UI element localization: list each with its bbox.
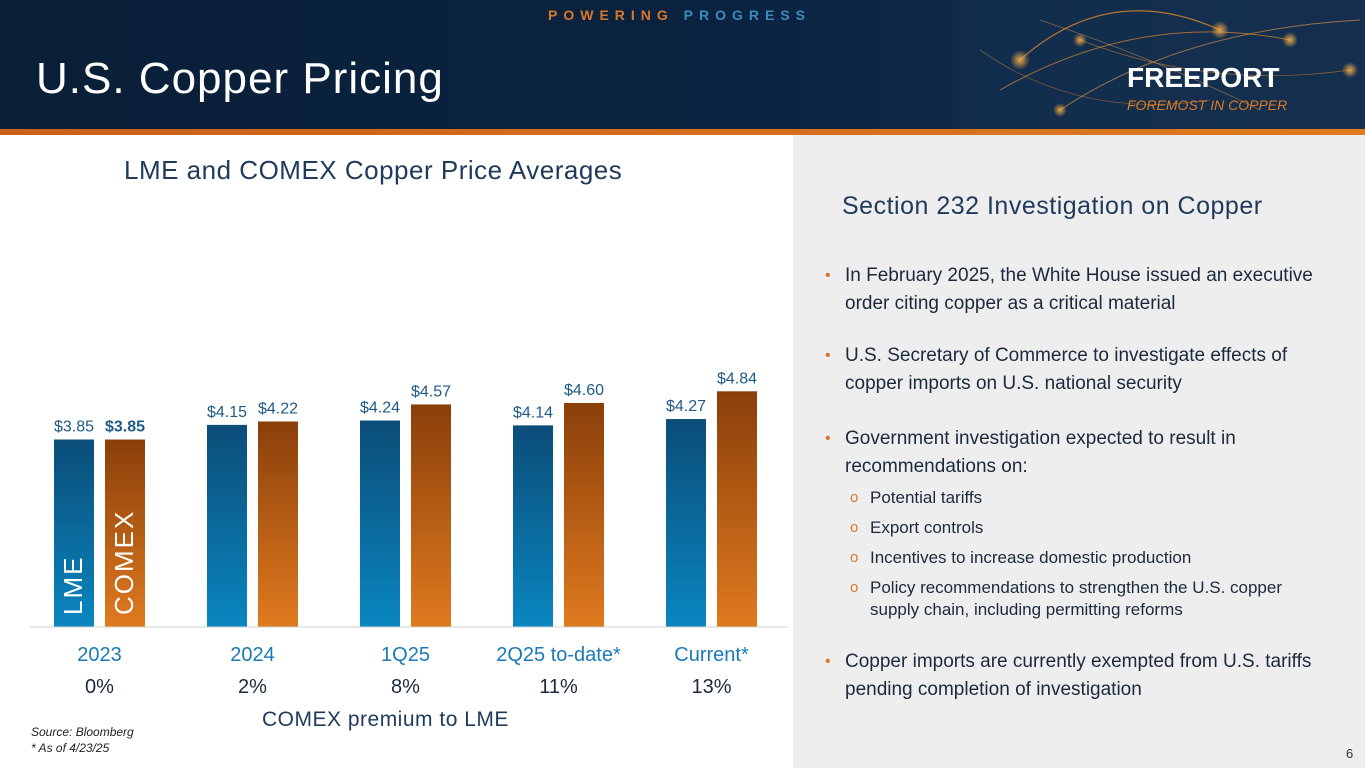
lme-bar-Current*: [666, 419, 706, 627]
lme-bar-2024: [207, 424, 247, 627]
sub-bullet-text: Incentives to increase domestic producti…: [870, 548, 1192, 567]
comex-value-label: $4.60: [564, 382, 604, 399]
comex-series-label: COMEX: [109, 510, 139, 615]
bullet-text: Government investigation expected to res…: [845, 428, 1236, 477]
lme-value-label: $4.27: [666, 398, 706, 415]
bullet-item: • U.S. Secretary of Commerce to investig…: [825, 342, 1345, 398]
info-panel: [793, 135, 1365, 768]
comex-value-label: $4.57: [411, 383, 451, 400]
premium-label: 11%: [539, 676, 578, 698]
footnote-line: * As of 4/23/25: [31, 741, 110, 755]
sub-bullet-item: o Export controls: [850, 517, 1320, 539]
premium-label: 2%: [238, 676, 267, 698]
page-title: U.S. Copper Pricing: [36, 54, 444, 103]
comex-value-label: $4.22: [258, 400, 298, 417]
lme-value-label: $4.15: [207, 404, 247, 421]
tagline-part2: PROGRESS: [683, 7, 812, 23]
category-label: 1Q25: [381, 644, 430, 666]
bullet-item: • Government investigation expected to r…: [825, 425, 1345, 481]
comex-bar-2Q25 to-date*: [564, 402, 604, 627]
lme-series-label: LME: [58, 556, 88, 615]
tagline-part1: POWERING: [548, 7, 674, 23]
category-label: 2Q25 to-date*: [496, 644, 621, 666]
sub-bullet-text: Export controls: [870, 518, 984, 537]
panel-title: Section 232 Investigation on Copper: [842, 192, 1263, 220]
company-logo: FREEPORT: [1127, 62, 1280, 93]
source-line: Source: Bloomberg: [31, 725, 134, 739]
premium-axis-title: COMEX premium to LME: [262, 708, 509, 731]
header-divider: [0, 129, 1365, 135]
world-network-graphic: [960, 0, 1365, 129]
comex-bar-Current*: [717, 391, 757, 627]
comex-value-label: $4.84: [717, 370, 757, 387]
category-label: Current*: [674, 644, 749, 666]
premium-label: 13%: [691, 676, 731, 698]
sub-bullet-item: o Potential tariffs: [850, 487, 1320, 509]
comex-value-label: $3.85: [105, 419, 145, 436]
header-banner: POWERING PROGRESS U.S. Copper Pricing FR…: [0, 0, 1365, 129]
sub-bullet-icon: o: [850, 549, 859, 566]
bullet-icon: •: [825, 267, 831, 284]
bullet-item: • In February 2025, the White House issu…: [825, 262, 1345, 318]
category-label: 2023: [77, 644, 122, 666]
page-number: 6: [1346, 746, 1354, 761]
tagline: POWERING PROGRESS: [548, 7, 811, 23]
bullet-item: • Copper imports are currently exempted …: [825, 648, 1345, 704]
sub-bullet-item: o Incentives to increase domestic produc…: [850, 547, 1320, 569]
lme-bar-2023: [54, 439, 94, 627]
comex-bar-2024: [258, 421, 298, 627]
sub-bullet-icon: o: [850, 519, 859, 536]
sub-bullet-text: Policy recommendations to strengthen the…: [870, 578, 1282, 619]
sub-bullet-text: Potential tariffs: [870, 488, 983, 507]
bullet-text: Copper imports are currently exempted fr…: [845, 651, 1312, 700]
sub-bullet-icon: o: [850, 489, 859, 506]
category-label: 2024: [230, 644, 275, 666]
bullet-icon: •: [825, 347, 831, 364]
premium-label: 8%: [391, 676, 420, 698]
comex-bar-1Q25: [411, 404, 451, 627]
sub-bullet-item: o Policy recommendations to strengthen t…: [850, 577, 1320, 621]
bullet-text: In February 2025, the White House issued…: [845, 265, 1313, 314]
lme-value-label: $3.85: [54, 419, 94, 436]
lme-value-label: $4.14: [513, 404, 553, 421]
bullet-icon: •: [825, 430, 831, 447]
bullet-text: U.S. Secretary of Commerce to investigat…: [845, 345, 1288, 394]
comex-bar-2023: [105, 439, 145, 627]
company-slogan: FOREMOST IN COPPER: [1127, 97, 1288, 113]
premium-label: 0%: [85, 676, 114, 698]
price-bar-chart: $3.85 $3.85 2023 0% $4.15 $4.22 2024 2% $4.24 $4.…: [30, 370, 788, 698]
source-note: Source: Bloomberg * As of 4/23/25: [31, 724, 134, 756]
lme-bar-1Q25: [360, 420, 400, 627]
lme-bar-2Q25 to-date*: [513, 425, 553, 627]
chart-title: LME and COMEX Copper Price Averages: [124, 155, 623, 185]
sub-bullet-icon: o: [850, 579, 859, 596]
lme-value-label: $4.24: [360, 400, 400, 417]
bullet-icon: •: [825, 653, 831, 670]
